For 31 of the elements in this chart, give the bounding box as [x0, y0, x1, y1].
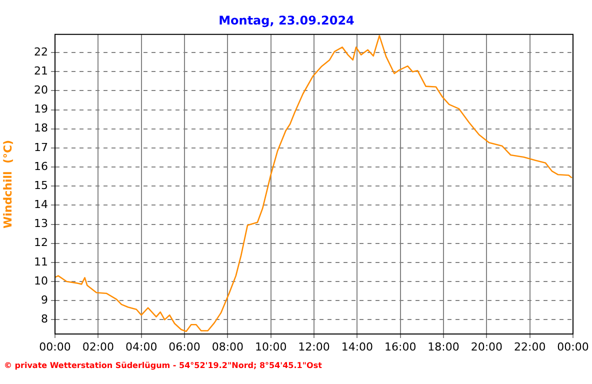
text: © private Wetterstation Süderlügum - 54°52'19.2"Nord; 8°54'45.1"Ost [4, 361, 322, 370]
y-tick-label: 16 [34, 160, 48, 173]
x-tick-label: 08:00 [212, 340, 244, 354]
y-tick-label: 13 [34, 217, 48, 230]
x-tick-label: 20:00 [470, 340, 503, 354]
x-tick-label: 18:00 [428, 340, 460, 354]
y-tick-label: 19 [34, 102, 48, 116]
y-tick-label: 12 [34, 236, 48, 250]
x-tick-label: 00:00 [557, 340, 589, 354]
y-axis-title: Windchill (°C) [1, 140, 14, 228]
y-tick-label: 21 [34, 64, 48, 78]
x-tick-label: 14:00 [341, 340, 374, 354]
y-tick-label: 10 [34, 274, 48, 288]
y-tick-label: 18 [34, 122, 48, 135]
x-tick-label: 02:00 [82, 340, 114, 354]
x-tick-label: 10:00 [254, 340, 287, 354]
x-tick-label: 04:00 [125, 340, 158, 354]
chart-title: Montag, 23.09.2024 [218, 13, 354, 28]
y-tick-label: 11 [34, 255, 48, 268]
y-tick-label: 20 [34, 84, 48, 97]
x-tick-label: 06:00 [168, 340, 200, 354]
x-tick-label: 22:00 [514, 340, 546, 354]
y-tick-label: 9 [41, 293, 48, 306]
y-tick-label: 22 [34, 45, 48, 58]
y-tick-label: 17 [34, 140, 48, 154]
y-tick-label: 15 [34, 178, 48, 192]
x-tick-label: 00:00 [39, 340, 71, 354]
x-tick-label: 16:00 [384, 340, 416, 354]
x-tick-label: 12:00 [298, 340, 330, 354]
y-tick-label: 14 [34, 198, 48, 212]
y-tick-label: 8 [41, 312, 48, 326]
